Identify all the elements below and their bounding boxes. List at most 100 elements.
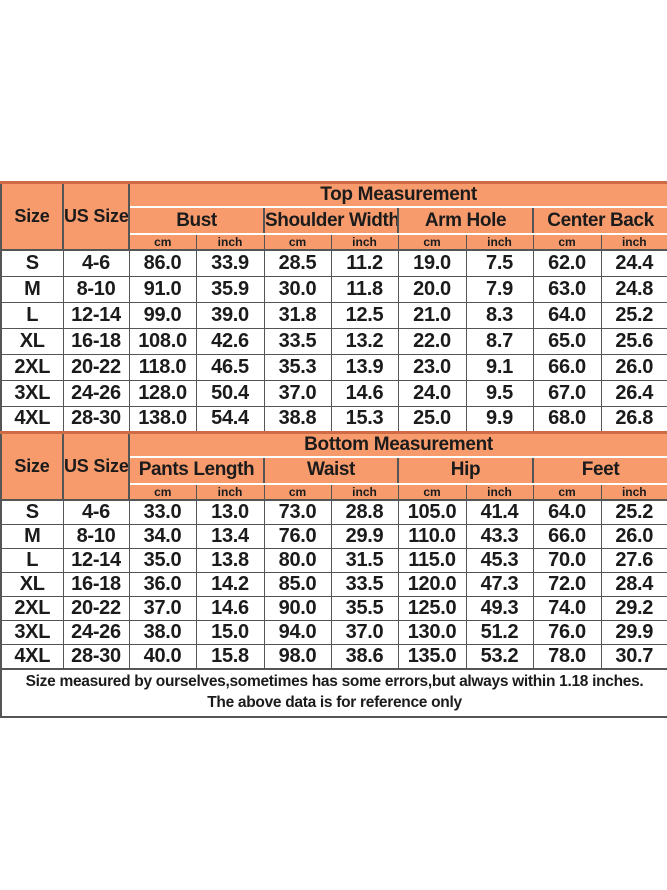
value-cell: 120.0	[397, 571, 467, 597]
size-cell: XL	[0, 571, 64, 597]
table-row: 3XL 24-26 38.0 15.0 94.0 37.0 130.0 51.2 76.0 29.…	[0, 619, 667, 645]
table-row: Bust Shoulder Width Arm Hole Center Back	[1, 206, 667, 235]
table-row: Size US Size Bottom Measurement	[0, 430, 667, 501]
size-cell: 4XL	[0, 405, 64, 433]
unit-cm-header: cm	[128, 482, 197, 501]
value-cell: 13.4	[195, 523, 265, 549]
value-cell: 65.0	[532, 327, 602, 355]
value-cell: 42.6	[195, 327, 265, 355]
us-size-column-header: US Size	[62, 181, 130, 251]
value-cell: 90.0	[263, 595, 332, 621]
value-cell: 9.1	[465, 353, 534, 381]
value-cell: 33.9	[195, 249, 265, 277]
value-cell: 115.0	[397, 547, 467, 573]
value-cell: 38.8	[263, 405, 332, 433]
unit-cm-header: cm	[128, 233, 197, 251]
size-column-header: Size	[0, 430, 64, 501]
us-size-cell: 4-6	[62, 499, 130, 525]
value-cell: 85.0	[263, 571, 332, 597]
value-cell: 35.9	[195, 275, 265, 303]
waist-group-header: Waist	[263, 455, 399, 485]
arm-hole-group-header: Arm Hole	[397, 206, 534, 235]
unit-inch-header: inch	[465, 233, 534, 251]
us-size-cell: 16-18	[62, 571, 130, 597]
unit-inch-header: inch	[600, 482, 667, 501]
value-cell: 28.8	[330, 499, 399, 525]
value-cell: 31.5	[330, 547, 399, 573]
value-cell: 138.0	[128, 405, 197, 433]
size-cell: M	[0, 275, 64, 303]
value-cell: 66.0	[532, 353, 602, 381]
size-cell: M	[0, 523, 64, 549]
us-size-cell: 12-14	[62, 301, 130, 329]
size-cell: 4XL	[0, 643, 64, 669]
unit-cm-header: cm	[397, 482, 467, 501]
value-cell: 25.0	[397, 405, 467, 433]
size-column-header: Size	[0, 181, 64, 251]
value-cell: 23.0	[397, 353, 467, 381]
value-cell: 25.2	[600, 499, 667, 525]
us-size-cell: 8-10	[62, 275, 130, 303]
value-cell: 26.8	[600, 405, 667, 433]
value-cell: 35.0	[128, 547, 197, 573]
table-row: 2XL 20-22 118.0 46.5 35.3 13.9 23.0 9.1 66.0 26.0	[0, 353, 667, 381]
us-size-cell: 28-30	[62, 405, 130, 433]
size-cell: S	[0, 499, 64, 525]
value-cell: 25.2	[600, 301, 667, 329]
us-size-cell: 24-26	[62, 379, 130, 407]
value-cell: 130.0	[397, 619, 467, 645]
value-cell: 98.0	[263, 643, 332, 669]
value-cell: 24.4	[600, 249, 667, 277]
value-cell: 14.2	[195, 571, 265, 597]
footnote-line-1: Size measured by ourselves,sometimes has…	[25, 672, 644, 690]
bust-group-header: Bust	[128, 206, 265, 235]
table-row: Size measured by ourselves,sometimes has…	[0, 667, 667, 718]
footnote-line-2: The above data is for reference only	[207, 693, 462, 711]
value-cell: 35.3	[263, 353, 332, 381]
value-cell: 36.0	[128, 571, 197, 597]
value-cell: 13.0	[195, 499, 265, 525]
us-size-column-header: US Size	[62, 430, 130, 501]
bottom-measurement-title: Bottom Measurement	[127, 430, 667, 458]
unit-inch-header: inch	[195, 482, 265, 501]
value-cell: 125.0	[397, 595, 467, 621]
us-size-cell: 20-22	[62, 595, 130, 621]
value-cell: 12.5	[330, 301, 399, 329]
shoulder-width-group-header: Shoulder Width	[263, 206, 399, 235]
value-cell: 47.3	[465, 571, 534, 597]
us-size-cell: 16-18	[62, 327, 130, 355]
value-cell: 15.3	[330, 405, 399, 433]
value-cell: 25.6	[600, 327, 667, 355]
value-cell: 70.0	[532, 547, 602, 573]
value-cell: 63.0	[532, 275, 602, 303]
value-cell: 26.4	[600, 379, 667, 407]
value-cell: 29.9	[330, 523, 399, 549]
value-cell: 35.5	[330, 595, 399, 621]
value-cell: 11.8	[330, 275, 399, 303]
size-cell: 2XL	[0, 353, 64, 381]
value-cell: 74.0	[532, 595, 602, 621]
value-cell: 94.0	[263, 619, 332, 645]
value-cell: 80.0	[263, 547, 332, 573]
value-cell: 64.0	[532, 499, 602, 525]
table-row: 2XL 20-22 37.0 14.6 90.0 35.5 125.0 49.3 74.0 29.…	[0, 595, 667, 621]
value-cell: 34.0	[128, 523, 197, 549]
table-row: 4XL 28-30 40.0 15.8 98.0 38.6 135.0 53.2 78.0 30.…	[0, 643, 667, 669]
value-cell: 46.5	[195, 353, 265, 381]
bottom-measurement-section: Size US Size Bottom Measurement Pants Le…	[0, 430, 667, 669]
unit-inch-header: inch	[465, 482, 534, 501]
value-cell: 20.0	[397, 275, 467, 303]
size-chart-table: Size US Size Top Measurement Bust Should…	[0, 181, 667, 718]
size-cell: 3XL	[0, 379, 64, 407]
value-cell: 14.6	[195, 595, 265, 621]
size-cell: S	[0, 249, 64, 277]
size-cell: 2XL	[0, 595, 64, 621]
unit-inch-header: inch	[330, 233, 399, 251]
value-cell: 22.0	[397, 327, 467, 355]
size-cell: L	[0, 301, 64, 329]
value-cell: 40.0	[128, 643, 197, 669]
value-cell: 41.4	[465, 499, 534, 525]
value-cell: 72.0	[532, 571, 602, 597]
value-cell: 45.3	[465, 547, 534, 573]
